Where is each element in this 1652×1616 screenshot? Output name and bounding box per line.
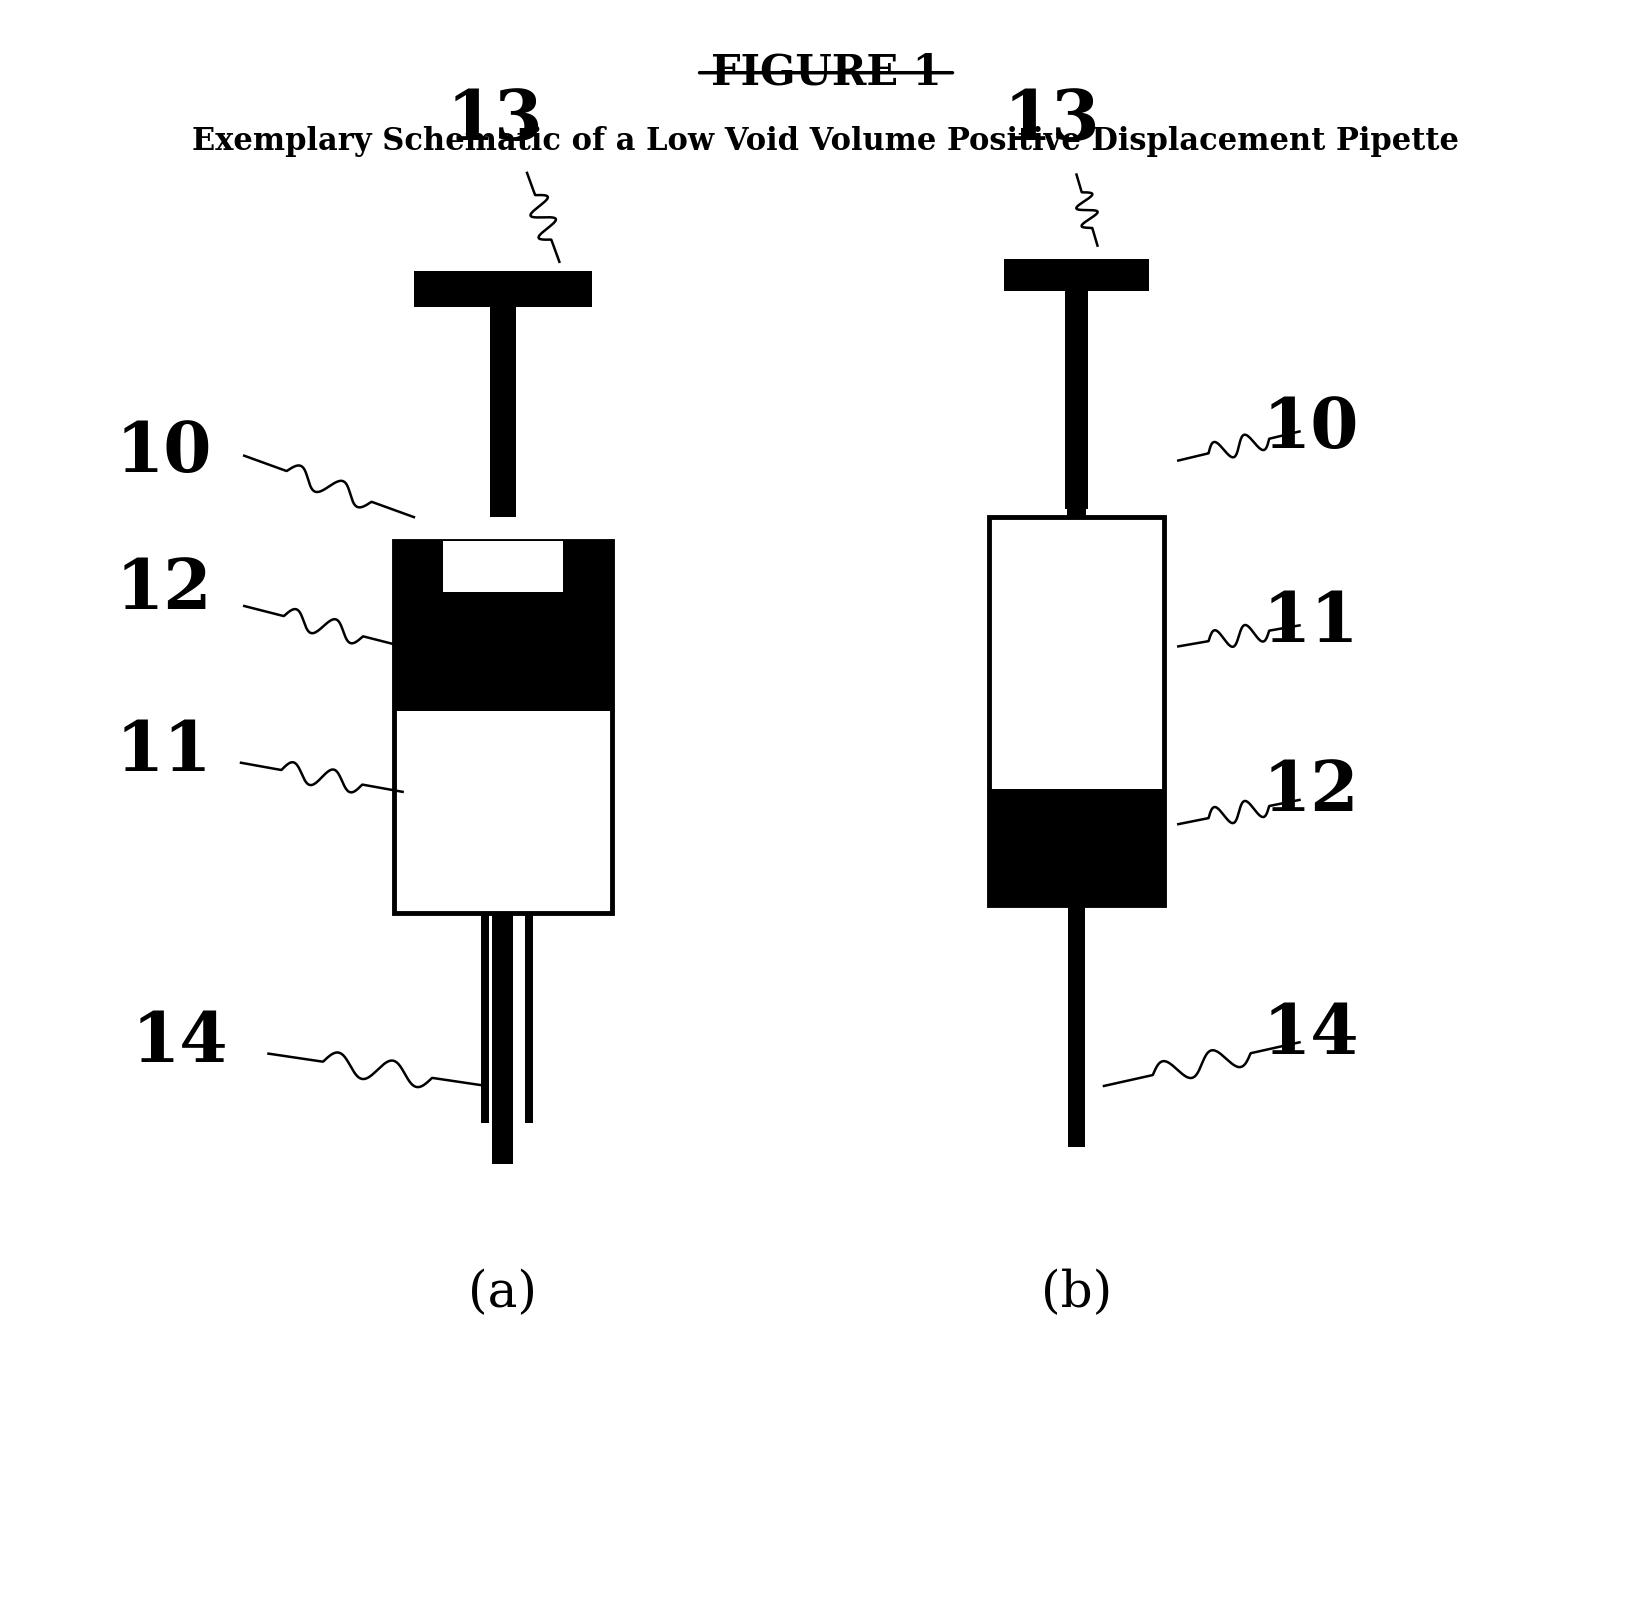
Text: 10: 10 xyxy=(116,419,211,486)
Bar xyxy=(491,307,515,517)
Bar xyxy=(990,789,1163,905)
Bar xyxy=(1004,259,1150,291)
Text: 12: 12 xyxy=(1262,758,1360,826)
Text: 11: 11 xyxy=(116,718,211,785)
Bar xyxy=(525,913,532,1123)
Text: 13: 13 xyxy=(446,87,544,154)
Text: Exemplary Schematic of a Low Void Volume Positive Displacement Pipette: Exemplary Schematic of a Low Void Volume… xyxy=(193,126,1459,157)
Text: 13: 13 xyxy=(1004,87,1100,154)
Bar xyxy=(393,541,611,913)
Text: 14: 14 xyxy=(1262,1000,1360,1068)
Text: 11: 11 xyxy=(1262,588,1360,656)
Text: (b): (b) xyxy=(1041,1269,1112,1319)
Bar xyxy=(492,913,514,1164)
Text: 10: 10 xyxy=(1262,394,1360,462)
Bar xyxy=(1067,509,1085,517)
Bar xyxy=(443,541,563,591)
Bar xyxy=(990,517,1163,905)
Bar xyxy=(492,541,514,913)
Bar xyxy=(415,271,591,307)
Text: FIGURE 1: FIGURE 1 xyxy=(710,52,942,94)
Bar xyxy=(393,541,611,711)
Bar xyxy=(481,913,489,1123)
Text: 12: 12 xyxy=(116,556,211,624)
Bar xyxy=(1067,905,1085,1147)
Bar xyxy=(1066,291,1087,509)
Text: 14: 14 xyxy=(131,1008,228,1076)
Text: (a): (a) xyxy=(468,1269,537,1319)
